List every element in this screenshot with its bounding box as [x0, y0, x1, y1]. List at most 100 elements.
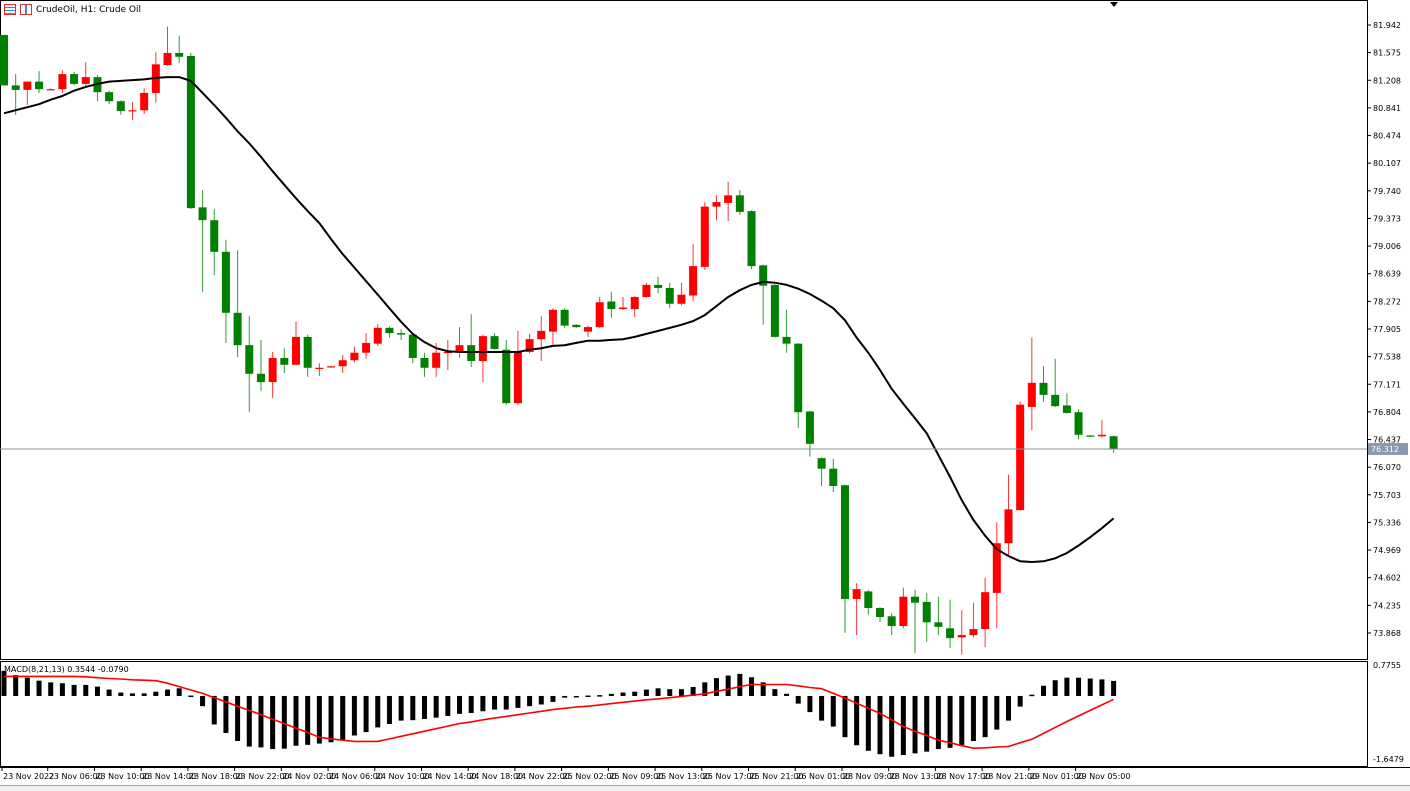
candle — [128, 101, 137, 121]
macd-bar — [562, 695, 568, 698]
candle — [537, 315, 546, 361]
macd-bar — [13, 675, 19, 696]
candle — [747, 210, 756, 270]
candle-body — [245, 345, 254, 374]
macd-bar — [433, 695, 439, 718]
x-tick-label: 23 Nov 10:00 — [95, 772, 149, 781]
candle-body — [303, 336, 312, 368]
candle — [607, 291, 616, 319]
candle-body — [911, 596, 920, 603]
candle — [256, 339, 265, 392]
chart-tabs-bar[interactable] — [0, 785, 1410, 791]
candle — [408, 332, 417, 364]
macd-bar — [305, 695, 311, 745]
candle — [1097, 419, 1106, 438]
candle-body — [840, 485, 849, 599]
macd-bar — [235, 695, 241, 742]
candle — [969, 602, 978, 638]
candle — [210, 208, 219, 276]
y-tick-label: 75.703 — [1373, 491, 1401, 500]
x-tick-label: 26 Nov 01:00 — [796, 772, 850, 781]
macd-bar — [807, 695, 813, 713]
y-tick-label: 74.969 — [1373, 546, 1401, 555]
candle — [455, 327, 464, 358]
chart-window-icon[interactable] — [20, 4, 32, 15]
macd-bar — [900, 695, 906, 756]
candle-body — [443, 351, 452, 354]
candle — [280, 348, 289, 374]
y-tick-label: 80.841 — [1373, 104, 1401, 113]
candle — [327, 366, 336, 368]
macd-bar — [457, 695, 463, 714]
macd-bar — [772, 689, 778, 696]
candle — [116, 100, 125, 115]
candle — [654, 276, 663, 294]
macd-bar — [713, 678, 719, 696]
x-tick-label: 28 Nov 13:00 — [890, 772, 944, 781]
candle — [630, 296, 639, 318]
y-tick-label: 80.474 — [1373, 132, 1401, 141]
macd-bar — [340, 695, 346, 740]
candle-body — [794, 343, 803, 413]
macd-bar — [865, 695, 871, 751]
candle-body — [887, 616, 896, 627]
candle — [724, 181, 733, 221]
candle-body — [689, 266, 698, 296]
candle-body — [397, 333, 406, 335]
candle — [186, 53, 195, 209]
macd-bar — [316, 695, 322, 744]
candle-body — [420, 357, 429, 368]
x-tick-label: 24 Nov 18:00 — [469, 772, 523, 781]
candle-body — [116, 101, 125, 111]
candle-body — [373, 327, 382, 344]
macd-bar — [83, 684, 89, 696]
macd-bar — [421, 695, 427, 719]
candle-body — [1027, 382, 1036, 407]
candle — [338, 354, 347, 374]
candle — [420, 352, 429, 377]
candle-body — [1074, 412, 1083, 435]
candle-body — [478, 336, 487, 361]
candle-body — [572, 324, 581, 328]
chart-list-icon[interactable] — [4, 4, 16, 15]
x-tick-label: 23 Nov 2022 — [3, 772, 54, 781]
candle — [794, 342, 803, 429]
candle — [946, 599, 955, 648]
candle-body — [362, 342, 371, 353]
candle-body — [817, 458, 826, 469]
candle — [595, 296, 604, 328]
y-tick-label: 79.006 — [1373, 242, 1401, 251]
candle-body — [46, 89, 55, 91]
candle — [1027, 337, 1036, 431]
macd-bar — [410, 695, 416, 721]
moving-average-line — [3, 76, 1115, 564]
macd-bar — [200, 695, 206, 707]
macd-bar — [842, 695, 848, 738]
candle-body — [677, 294, 686, 304]
candle-body — [268, 357, 277, 383]
x-tick-label: 23 Nov 22:00 — [236, 772, 290, 781]
macd-bar — [632, 691, 638, 696]
macd-bar — [935, 695, 941, 750]
candle — [58, 70, 67, 93]
candle — [864, 589, 873, 615]
macd-bar — [445, 695, 451, 716]
candle-body — [595, 302, 604, 328]
candle-body — [105, 92, 114, 102]
candle-body — [186, 56, 195, 209]
candle — [163, 26, 172, 66]
y-tick-label: 81.208 — [1373, 76, 1401, 85]
y-tick-label: 77.538 — [1373, 353, 1401, 362]
candle-body — [1062, 405, 1071, 413]
macd-bar — [1064, 677, 1070, 696]
macd-bar — [760, 682, 766, 696]
candle-body — [782, 336, 791, 344]
candle-body — [805, 411, 814, 444]
candle — [911, 589, 920, 654]
macd-bar — [328, 695, 334, 743]
candle-body — [712, 202, 721, 207]
macd-bar — [608, 693, 614, 696]
macd-bar — [947, 695, 953, 748]
macd-bar — [854, 695, 860, 746]
